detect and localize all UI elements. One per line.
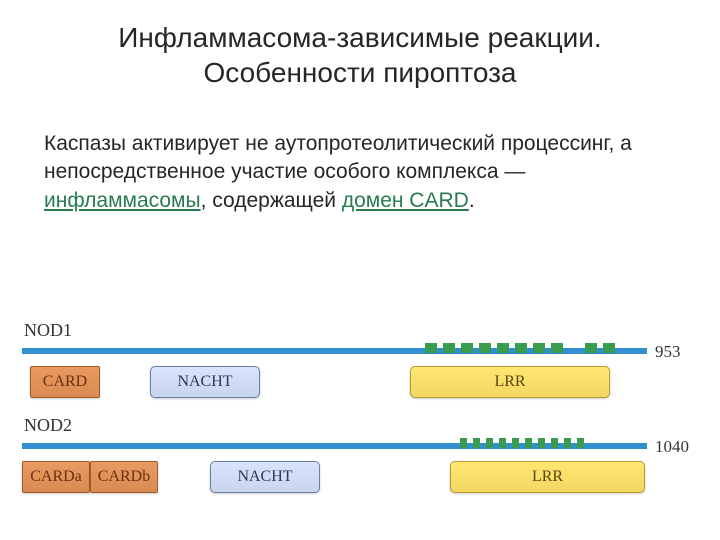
body-paragraph: Каспазы активирует не аутопротеолитическ…: [40, 130, 680, 215]
domain-carda: CARDa: [22, 461, 90, 493]
domain-lrr: LRR: [450, 461, 645, 493]
domain-cardb: CARDb: [90, 461, 158, 493]
backbone-ticks-nod1-0: [425, 343, 563, 353]
body-post: .: [469, 189, 475, 212]
domain-nacht: NACHT: [210, 461, 320, 493]
backbone-ticks-nod1-1: [585, 343, 615, 353]
length-label-nod2: 1040: [655, 437, 689, 457]
domain-card: CARD: [30, 366, 100, 398]
backbone-ticks-nod2-0: [460, 438, 584, 448]
protein-label-nod2: NOD2: [24, 415, 72, 436]
body-pre: Каспазы активирует не аутопротеолитическ…: [44, 132, 632, 183]
domain-lrr: LRR: [410, 366, 610, 398]
domain-nacht: NACHT: [150, 366, 260, 398]
body-mid: , содержащей: [201, 189, 342, 212]
link-inflammasome[interactable]: инфламмасомы: [44, 189, 201, 212]
length-label-nod1: 953: [655, 342, 681, 362]
protein-domain-diagram: NOD1 953 CARD NACHT LRR NOD2 1040 CARDaCARDb NAC…: [0, 320, 720, 520]
slide-title: Инфламмасома-зависимые реакции. Особенно…: [40, 20, 680, 90]
link-card-domain[interactable]: домен CARD: [342, 189, 469, 212]
protein-label-nod1: NOD1: [24, 320, 72, 341]
